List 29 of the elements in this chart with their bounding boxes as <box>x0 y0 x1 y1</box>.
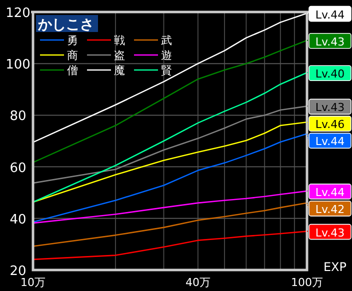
legend-label: 僧 <box>67 64 78 77</box>
level-label: Lv.44 <box>308 132 352 149</box>
level-label: Lv.44 <box>308 6 352 22</box>
y-tick-label: 120 <box>6 6 30 21</box>
x-axis-title: EXP <box>323 260 347 274</box>
level-label: Lv.43 <box>308 32 352 49</box>
x-tick-label: 10万 <box>20 276 46 289</box>
level-label: Lv.43 <box>308 224 352 240</box>
level-label: Lv.42 <box>308 200 352 216</box>
legend-label: 戦 <box>114 34 125 47</box>
legend-label: 賢 <box>161 64 172 77</box>
y-tick-label: 100 <box>6 58 30 73</box>
level-label: Lv.44 <box>308 184 352 200</box>
level-label: Lv.46 <box>308 116 352 132</box>
chart-title: かしこさ <box>37 17 94 33</box>
legend-label: 勇 <box>67 34 78 47</box>
legend-label: 武 <box>161 34 172 47</box>
y-tick-label: 60 <box>10 160 26 176</box>
level-label: Lv.43 <box>308 98 352 115</box>
x-tick-label: 100万 <box>291 276 323 289</box>
legend-label: 盗 <box>114 49 125 62</box>
legend-label: 魔 <box>114 64 125 77</box>
legend-label: 遊 <box>161 49 172 62</box>
y-tick-label: 40 <box>10 212 26 228</box>
x-tick-label: 40万 <box>185 276 210 289</box>
y-tick-label: 20 <box>10 264 26 279</box>
y-tick-label: 80 <box>10 109 26 124</box>
legend-label: 商 <box>67 49 78 62</box>
level-label: Lv.40 <box>308 65 352 82</box>
